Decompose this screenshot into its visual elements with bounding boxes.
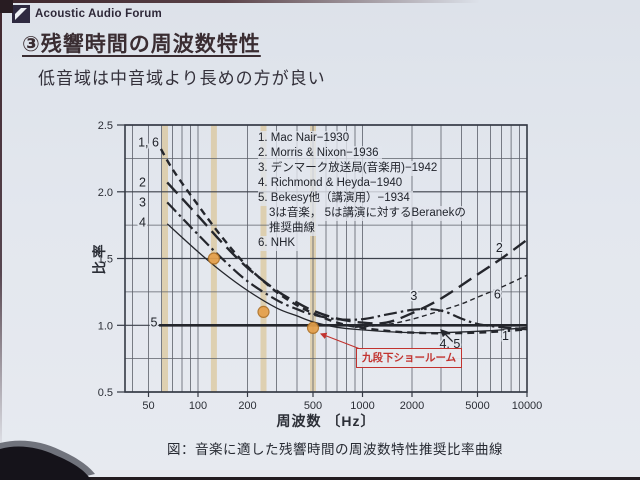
marker-dot [257,305,270,318]
chart-legend: 1. Mac Nair−1930 2. Morris & Nixon−1936 3.… [258,131,469,251]
foreground-silhouette [0,440,95,480]
curve-label-2: 2 [139,175,146,189]
legend-item: 推奨曲線 [269,221,318,236]
curve-4 [166,223,528,334]
curve-2 [166,181,528,325]
subtitle: 低音域は中音域より長めの方が良い [38,69,326,88]
x-tick-label: 200 [238,400,256,412]
curve-label-1: 1 [502,329,509,343]
curve-label-6: 6 [494,288,501,302]
curve-1 [154,137,528,335]
y-tick-label: 0.5 [98,387,113,399]
x-tick-label: 50 [142,400,154,412]
x-tick-label: 10000 [512,400,543,412]
marker-dot [207,252,220,265]
logo-triangle-icon [12,5,30,23]
curve-label-1-6: 1, 6 [138,135,159,149]
showroom-callout: 九段下ショールーム [356,348,463,368]
legend-item: 3は音楽， 5は講演に対するBeranekの [269,206,469,221]
y-axis-label: 比率 [92,241,107,275]
photo-corner [0,0,13,13]
curve-label-4: 4 [139,216,146,230]
photo-top-edge [0,0,640,3]
curve-label-3: 3 [139,195,146,209]
curve-label-5: 5 [151,316,158,330]
legend-item: 1. Mac Nair−1930 [258,131,353,146]
x-tick-label: 1000 [350,400,374,412]
curve-label-2: 2 [496,241,503,255]
legend-item: 3. デンマーク放送局(音楽用)−1942 [258,161,441,176]
x-tick-label: 500 [304,400,322,412]
legend-item: 4. Richmond & Heyda−1940 [258,176,406,191]
logo-text: Acoustic Audio Forum [35,8,162,20]
legend-item: 6. NHK [258,236,299,251]
x-tick-label: 2000 [400,400,424,412]
logo: Acoustic Audio Forum [12,5,162,23]
axis-ticks: 50 100 200 500 1000 2000 5000 10000 0.5 1.0 1.5 2.0… [98,120,543,412]
y-tick-label: 2.0 [98,187,113,199]
page-title: ③残響時間の周波数特性 [22,33,261,56]
legend-item: 5. Bekesy他（講演用）−1934 [258,191,413,206]
x-tick-label: 100 [189,400,207,412]
figure-caption: 図：音楽に適した残響時間の周波数特性推奨比率曲線 [167,442,503,457]
curve-label-3: 3 [410,289,417,303]
x-tick-label: 5000 [465,400,489,412]
x-axis-label: 周波数 〔Hz〕 [276,413,376,429]
photo-left-edge [0,0,2,455]
pointer-arrow-4-5 [440,328,454,343]
y-tick-label: 2.5 [98,120,113,132]
legend-item: 2. Morris & Nixon−1936 [258,146,382,161]
y-tick-label: 1.5 [98,254,113,266]
curve-3 [166,201,528,331]
measurement-markers [207,252,320,334]
y-tick-label: 1.0 [98,320,113,332]
photo-bottom-edge [0,477,640,480]
marker-dot [306,321,320,334]
